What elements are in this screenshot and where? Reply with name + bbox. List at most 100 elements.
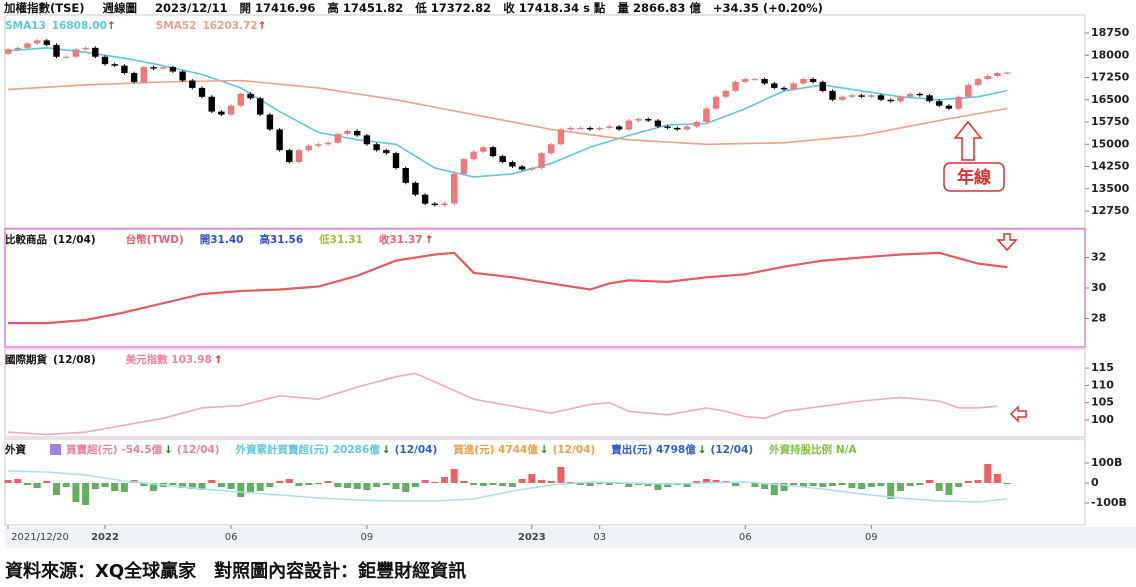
candle-body	[965, 84, 972, 97]
candle-body	[130, 73, 138, 82]
legend-item: 買賣超(元) -54.5億	[66, 443, 163, 456]
bar	[499, 483, 507, 486]
candle-body	[237, 93, 245, 106]
legend-arrow: ↓	[382, 444, 391, 456]
candle-body	[150, 67, 157, 69]
candle-body	[480, 147, 487, 152]
candle-body	[140, 67, 148, 82]
legend-name: SMA52	[156, 20, 197, 32]
candle-body	[858, 95, 865, 97]
bar	[877, 483, 885, 486]
series-line	[8, 251, 1008, 325]
bar	[217, 483, 225, 487]
bar	[266, 483, 274, 487]
candle-body	[751, 78, 759, 81]
bar	[382, 483, 390, 485]
candle-body	[169, 67, 177, 72]
candle-body	[179, 71, 186, 81]
candle-body	[877, 95, 885, 100]
panel-date: (12/04)	[53, 234, 96, 246]
candle-body	[111, 64, 118, 66]
bar	[538, 480, 546, 483]
bar	[470, 483, 478, 485]
footer: 資料來源：XQ全球贏家 對照圖內容設計：鉅豐財經資訊	[5, 560, 466, 582]
candle-body	[121, 65, 128, 74]
candle-body	[742, 78, 749, 82]
bar	[72, 483, 80, 502]
legend-arrow: ↑	[214, 354, 223, 366]
candle-body	[431, 203, 439, 206]
candle-body	[441, 203, 448, 206]
bar	[402, 483, 410, 492]
bar	[712, 480, 720, 483]
bar	[460, 481, 468, 483]
legend-item: 外資累計買賣超(元) 20286億	[235, 443, 381, 456]
bar	[586, 483, 594, 486]
legend-item: 賣出(元) 4798億	[610, 443, 696, 456]
bar	[247, 483, 255, 492]
legend: 買賣超(元) -54.5億 ↓ (12/04) 外資累計買賣超(元) 20286億 ↓(…	[66, 443, 857, 456]
bar	[693, 481, 701, 483]
bar	[62, 483, 70, 487]
candle-body	[227, 105, 235, 115]
legend-arrow: ↑	[107, 20, 116, 32]
legend: 比較商品 (12/04) 台幣(TWD) 開31.40 高31.56 低31.31 收31.…	[5, 233, 433, 246]
legend-item: 開31.40	[200, 234, 244, 246]
legend: SMA13 16808.00↑ SMA52 16203.72↑	[5, 20, 266, 32]
candle-body	[557, 129, 565, 145]
candle-body	[538, 153, 545, 168]
legend-item: 買進(元) 4744億	[453, 443, 538, 456]
bar	[256, 483, 264, 491]
date: 2023/12/11	[155, 1, 227, 15]
bar	[916, 483, 924, 485]
legend-item: 收31.37	[379, 233, 423, 246]
candle-body	[82, 47, 89, 50]
legend-item: 低31.31	[318, 233, 363, 246]
series-line	[7, 79, 1008, 146]
bar	[450, 469, 458, 483]
bar	[896, 483, 904, 491]
bar	[848, 483, 856, 488]
y-tick-label: 32	[1091, 251, 1106, 264]
candle-body	[654, 120, 662, 127]
bar	[314, 483, 322, 484]
y-tick-label: 28	[1091, 311, 1106, 324]
legend-arrow: ↑	[258, 20, 267, 32]
change: +34.35 (+0.20%)	[713, 1, 823, 15]
bar	[101, 483, 109, 487]
bar	[906, 483, 914, 486]
bar	[43, 481, 51, 483]
header: 加權指數(TSE) 週線圖 2023/12/11 開 17416.96 高 17…	[3, 1, 823, 15]
bar	[4, 480, 12, 483]
bar	[819, 483, 827, 487]
candle-body	[160, 67, 167, 69]
x-tick-label: 09	[865, 532, 878, 543]
candle-body	[567, 127, 574, 130]
candle-body	[266, 114, 274, 130]
candle-body	[887, 99, 894, 102]
annotation-arrow	[953, 120, 983, 161]
candle-body	[771, 83, 778, 88]
x-tick-label: 06	[739, 532, 752, 543]
bar	[567, 482, 575, 483]
legend-arrow: ↓	[698, 444, 707, 456]
candle-body	[4, 49, 12, 54]
bar	[799, 483, 807, 487]
candle-body	[354, 130, 361, 136]
y-tick-label: 15750	[1091, 115, 1130, 128]
bar	[14, 479, 22, 483]
bar	[295, 483, 303, 486]
bar	[829, 483, 837, 486]
candle-body	[63, 56, 70, 58]
candle-body	[645, 119, 652, 121]
y-tick-label: 18000	[1091, 48, 1130, 61]
bar	[964, 481, 972, 483]
candle-body	[548, 144, 555, 154]
panel-label: 國際期貨	[5, 353, 47, 366]
y-tick-label: 17250	[1091, 71, 1130, 84]
bar	[702, 479, 710, 483]
bar	[91, 483, 99, 489]
bar	[82, 483, 90, 505]
bar	[887, 483, 895, 499]
panel-frame	[4, 14, 1086, 229]
